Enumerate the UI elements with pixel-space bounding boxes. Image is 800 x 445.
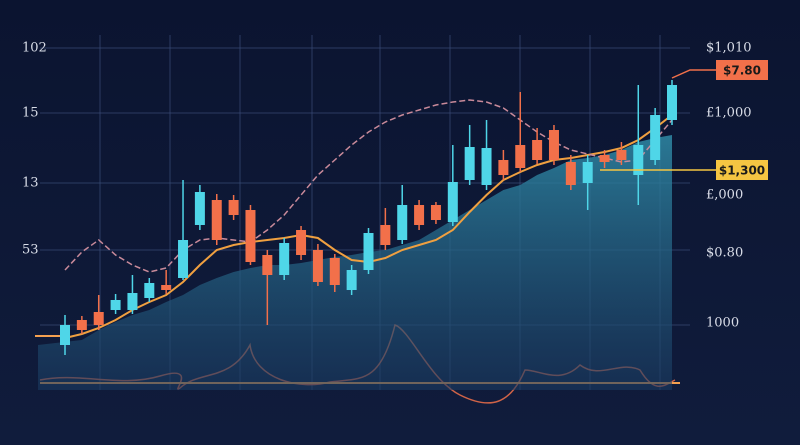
candle-body [464, 147, 475, 180]
candle-body [211, 200, 222, 240]
right-axis-label: £,000 [706, 188, 743, 203]
left-axis-label: 15 [22, 106, 39, 121]
candle-body [178, 240, 189, 278]
candle-body [312, 250, 323, 282]
candle-body [548, 130, 559, 160]
candle-body [380, 225, 391, 245]
candle-body [262, 255, 273, 275]
candle-body [430, 205, 441, 220]
candle-body [60, 325, 70, 345]
candle-body [447, 182, 458, 222]
candle-body [279, 243, 290, 275]
right-axis-label: 1000 [706, 316, 739, 331]
left-axis-label: 13 [22, 176, 39, 191]
candle-body [650, 115, 661, 160]
candle-body [329, 258, 340, 285]
right-axis-label: £1,000 [706, 106, 752, 121]
candle-body [346, 270, 357, 290]
candle-body [93, 312, 104, 325]
candle-body [363, 233, 374, 270]
price-tag-label: $1,300 [719, 164, 765, 178]
candle-body [599, 155, 610, 162]
candle-body [110, 300, 121, 310]
candle-body [565, 162, 576, 185]
candle-body [616, 150, 627, 160]
candle-body [667, 85, 677, 120]
candle-body [245, 210, 256, 262]
right-axis-label: $0.80 [706, 246, 743, 261]
candle-body [481, 148, 492, 185]
right-axis-label: $1,010 [706, 41, 752, 56]
candle-body [397, 205, 408, 240]
price-tag [716, 60, 768, 80]
candle-body [633, 145, 644, 175]
moving-average [64, 99, 673, 273]
candle-body [582, 162, 593, 183]
left-axis-label: 53 [22, 243, 39, 258]
candle-body [532, 140, 543, 160]
candle-body [515, 145, 526, 168]
candle-body [414, 205, 425, 225]
area [38, 135, 672, 390]
price-tag-label: $7.80 [723, 64, 761, 78]
price-tag [716, 160, 768, 180]
candle-body [194, 192, 205, 225]
candle-body [296, 230, 307, 255]
tag-pointer [671, 69, 716, 79]
candle-body [161, 285, 172, 290]
candle-body [144, 283, 155, 298]
candle-body [498, 160, 509, 175]
candle-body [127, 293, 138, 310]
candle-body [76, 320, 87, 330]
left-axis-label: 102 [22, 41, 47, 56]
candle-body [228, 200, 239, 215]
